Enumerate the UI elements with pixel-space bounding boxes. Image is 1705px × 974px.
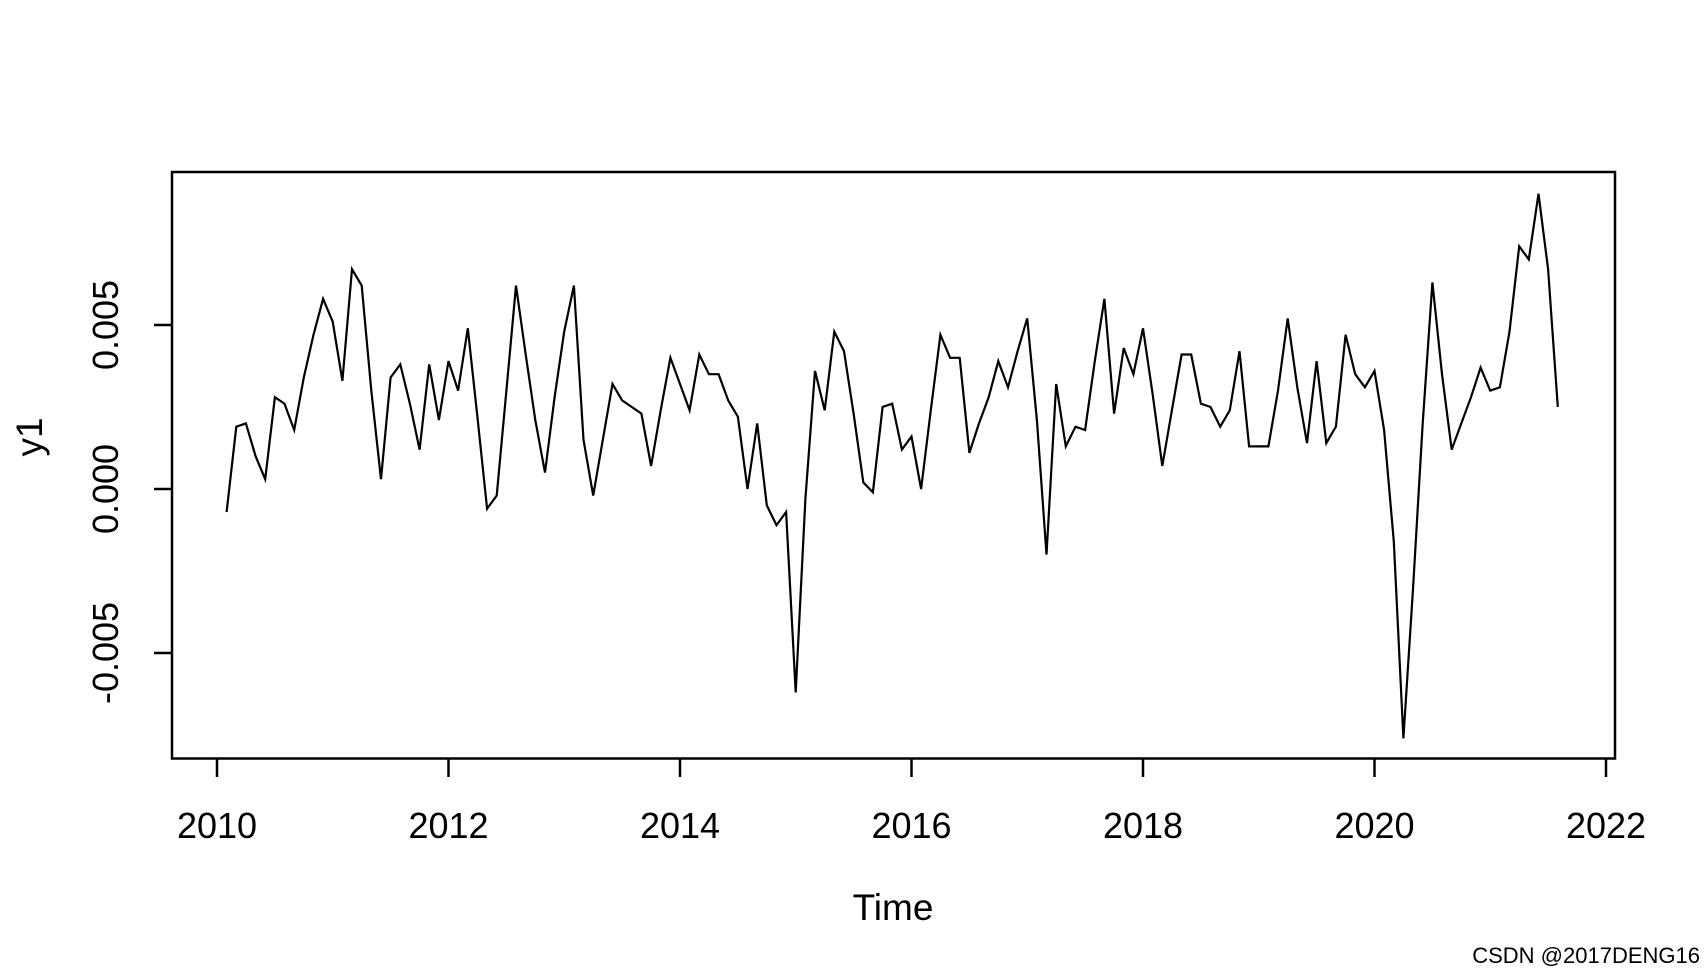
x-axis-labels: 2010 2012 2014 2016 2018 2020 2022 — [177, 805, 1646, 846]
x-axis — [215, 758, 1608, 777]
y-axis-labels: 0.005 0.000 -0.005 — [85, 280, 126, 704]
plot-box — [170, 170, 1617, 760]
x-tick-label: 2012 — [408, 805, 488, 846]
x-tick-label: 2022 — [1566, 805, 1646, 846]
x-tick-label: 2018 — [1103, 805, 1183, 846]
y-tick-label: 0.000 — [85, 444, 126, 534]
y-axis — [154, 323, 172, 655]
watermark: CSDN @2017DENG16 — [1472, 943, 1700, 968]
x-tick-label: 2014 — [640, 805, 720, 846]
x-tick-label: 2020 — [1334, 805, 1414, 846]
series-line — [225, 193, 1559, 739]
x-axis-title: Time — [853, 887, 934, 928]
x-tick-label: 2010 — [177, 805, 257, 846]
y-axis-title: y1 — [9, 417, 50, 456]
y-tick-label: 0.005 — [85, 280, 126, 370]
x-tick-label: 2016 — [871, 805, 951, 846]
y-tick-label: -0.005 — [85, 602, 126, 704]
